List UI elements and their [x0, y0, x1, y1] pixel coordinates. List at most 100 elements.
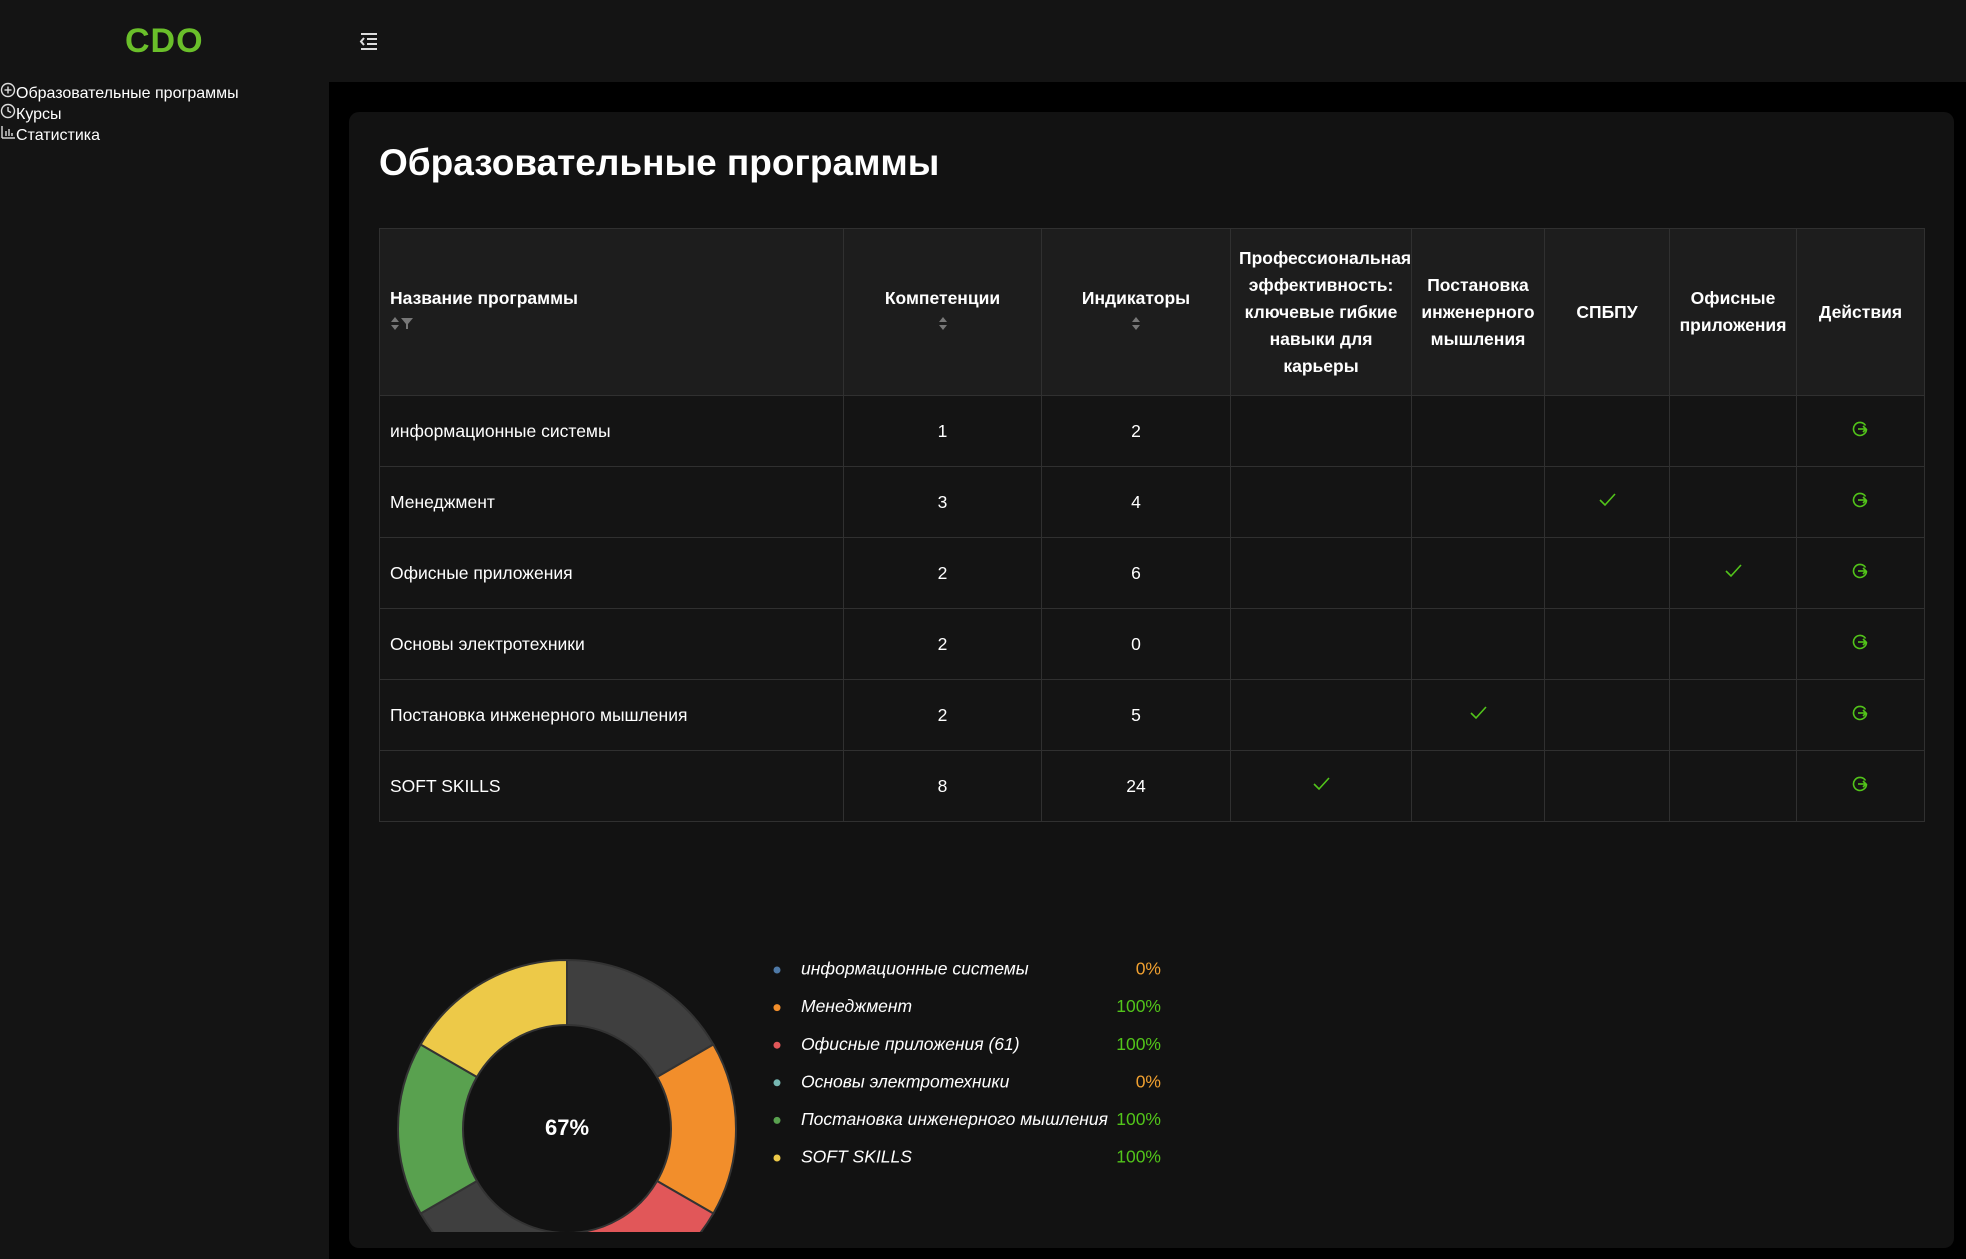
action-button[interactable]: [1852, 562, 1870, 580]
legend-value: 100%: [1116, 1109, 1161, 1129]
legend-label: SOFT SKILLS: [801, 1147, 912, 1167]
icon: [0, 103, 16, 119]
menu-item[interactable]: Образовательные программы: [0, 82, 329, 103]
header-content: Действия: [1805, 299, 1916, 326]
donut-chart: 67% информационные системы 0% Менеджмент 100…: [397, 959, 1161, 1232]
sidebar: Образовательные программы Курсы Статистика: [0, 82, 329, 1259]
page-title: Образовательные программы: [379, 142, 940, 183]
sorter[interactable]: [390, 312, 835, 339]
check-cell: [1230, 537, 1412, 609]
competencies: 1: [843, 395, 1042, 467]
column-header: Профессиональная эффективность: ключевые…: [1230, 228, 1412, 396]
table-row: SOFT SKILLS 8 24: [379, 750, 1925, 822]
sorter[interactable]: [1050, 312, 1222, 339]
check-cell: [1544, 466, 1670, 538]
legend-dot: [773, 966, 781, 974]
check-cell: [1544, 750, 1670, 822]
action-button[interactable]: [1852, 775, 1870, 793]
indicators: 5: [1041, 679, 1231, 751]
action-button[interactable]: [1852, 704, 1870, 722]
header-label: Профессиональная эффективность: ключевые…: [1239, 247, 1412, 376]
column-header: СПБПУ: [1544, 228, 1670, 396]
legend-label: Менеджмент: [801, 996, 912, 1016]
program-name: Менеджмент: [379, 466, 844, 538]
check-cell: [1411, 750, 1545, 822]
menu-toggle[interactable]: [358, 31, 380, 51]
check-cell: [1669, 608, 1797, 680]
action-button[interactable]: [1852, 491, 1870, 509]
competencies: 8: [843, 750, 1042, 822]
actions: [1796, 537, 1925, 609]
check-cell: [1669, 395, 1797, 467]
actions: [1796, 679, 1925, 751]
header-row: Название программы Компетенции Индикаторы П…: [379, 228, 1925, 396]
program-name: Постановка инженерного мышления: [379, 679, 844, 751]
legend-label: Постановка инженерного мышления: [801, 1109, 1108, 1129]
legend-label: Офисные приложения (61): [801, 1034, 1020, 1054]
column-header: Индикаторы: [1041, 228, 1231, 396]
icon: [1469, 706, 1487, 720]
header-content: Постановка инженерного мышления: [1420, 272, 1536, 353]
competencies: 2: [843, 608, 1042, 680]
check-cell: [1544, 608, 1670, 680]
header-label: СПБПУ: [1576, 301, 1638, 322]
check-cell: [1230, 679, 1412, 751]
check-cell: [1411, 395, 1545, 467]
program-name: Офисные приложения: [379, 537, 844, 609]
table-body: информационные системы 1 2 Менеджмент 3 4 Офис…: [379, 395, 1925, 822]
header-label: Постановка инженерного мышления: [1421, 274, 1535, 349]
column-header: Постановка инженерного мышления: [1411, 228, 1545, 396]
action-button[interactable]: [1852, 420, 1870, 438]
icon: [938, 317, 947, 330]
header-label: Индикаторы: [1081, 288, 1191, 308]
header-content: Компетенции: [852, 285, 1033, 339]
competencies: 2: [843, 537, 1042, 609]
menu-label: Статистика: [16, 127, 101, 144]
check-cell: [1230, 608, 1412, 680]
legend-dot: [773, 1079, 781, 1087]
sorter[interactable]: [852, 312, 1033, 339]
indicators: 0: [1041, 608, 1231, 680]
indicators: 6: [1041, 537, 1231, 609]
icon: [1, 126, 15, 139]
legend-dot: [773, 1154, 781, 1162]
legend-value: 100%: [1116, 1147, 1161, 1167]
table-row: Основы электротехники 2 0: [379, 608, 1925, 680]
program-name: Основы электротехники: [379, 608, 844, 680]
legend-label: информационные системы: [801, 959, 1029, 979]
table-row: информационные системы 1 2: [379, 395, 1925, 467]
check-cell: [1669, 537, 1797, 609]
logo[interactable]: CDO: [125, 22, 204, 60]
table-row: Офисные приложения 2 6: [379, 537, 1925, 609]
indicators: 2: [1041, 395, 1231, 467]
column-header: Офисные приложения: [1669, 228, 1797, 396]
menu-label: Образовательные программы: [16, 85, 239, 102]
action-button[interactable]: [1852, 633, 1870, 651]
icon: [1598, 493, 1616, 507]
header-content: СПБПУ: [1553, 299, 1661, 326]
actions: [1796, 608, 1925, 680]
icon: [1312, 777, 1330, 791]
legend-dot: [773, 1041, 781, 1049]
donut-segment: [566, 1179, 715, 1232]
check-cell: [1544, 679, 1670, 751]
header-label: Название программы: [390, 288, 578, 308]
check-cell: [1669, 679, 1797, 751]
icon: [0, 82, 16, 98]
actions: [1796, 466, 1925, 538]
legend-value: 100%: [1116, 996, 1161, 1016]
indicators: 24: [1041, 750, 1231, 822]
top-bar: CDO: [0, 0, 1966, 82]
check-cell: [1411, 608, 1545, 680]
check-cell: [1411, 537, 1545, 609]
menu-item[interactable]: Курсы: [0, 103, 329, 124]
header-label: Компетенции: [884, 288, 1001, 308]
competencies: 3: [843, 466, 1042, 538]
check-cell: [1544, 537, 1670, 609]
competencies: 2: [843, 679, 1042, 751]
header-content: Название программы: [390, 285, 835, 339]
legend-dot: [773, 1004, 781, 1012]
menu-item[interactable]: Статистика: [0, 124, 329, 145]
icon: [1724, 564, 1742, 578]
